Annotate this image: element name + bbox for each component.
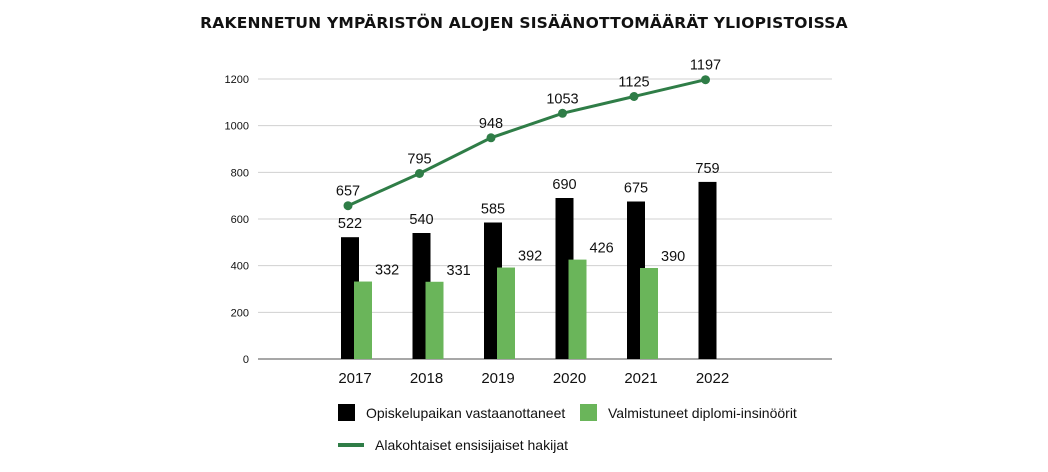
data-label-opiskelupaikan: 522 [338, 216, 362, 232]
point-hakijat [486, 133, 496, 143]
data-label-hakijat: 1125 [618, 75, 649, 91]
data-label-valmistuneet: 426 [590, 241, 614, 257]
point-hakijat [629, 92, 639, 101]
data-label-opiskelupaikan: 759 [695, 161, 719, 177]
data-label-hakijat: 1053 [546, 91, 578, 107]
point-hakijat [701, 75, 710, 85]
bar-valmistuneet [568, 259, 587, 359]
legend-item-valmistuneet: Valmistuneet diplomi-insinöörit [580, 404, 797, 421]
y-tick-label: 200 [231, 307, 249, 319]
x-tick-label: 2018 [410, 370, 443, 387]
data-label-opiskelupaikan: 540 [409, 212, 433, 228]
bar-valmistuneet [354, 281, 372, 359]
legend-item-opiskelupaikan: Opiskelupaikan vastaanottaneet [338, 404, 565, 421]
bar-valmistuneet [640, 268, 658, 359]
legend-swatch-green [580, 404, 597, 421]
legend-label: Alakohtaiset ensisijaiset hakijat [375, 437, 568, 453]
data-label-valmistuneet: 390 [661, 249, 685, 265]
y-tick-label: 1000 [225, 121, 249, 133]
x-tick-label: 2020 [553, 370, 586, 387]
legend-item-hakijat: Alakohtaiset ensisijaiset hakijat [338, 437, 568, 453]
x-tick-label: 2022 [696, 370, 729, 387]
data-label-hakijat: 795 [407, 152, 431, 168]
bar-valmistuneet [497, 267, 515, 359]
bar-opiskelupaikan [698, 181, 717, 359]
legend-label: Valmistuneet diplomi-insinöörit [608, 404, 797, 421]
data-label-hakijat: 1197 [690, 58, 721, 74]
y-tick-label: 800 [231, 167, 249, 179]
x-tick-label: 2021 [624, 370, 657, 387]
bar-valmistuneet [425, 281, 444, 359]
data-label-valmistuneet: 331 [447, 263, 471, 279]
point-hakijat [343, 201, 353, 211]
legend-swatch-line [338, 443, 364, 447]
y-tick-label: 400 [231, 261, 249, 273]
point-hakijat [415, 169, 424, 178]
data-label-hakijat: 657 [336, 184, 360, 200]
data-label-valmistuneet: 392 [518, 249, 542, 265]
data-label-hakijat: 948 [479, 116, 503, 132]
y-tick-label: 600 [231, 214, 249, 226]
x-tick-label: 2019 [481, 370, 514, 387]
data-label-opiskelupaikan: 585 [481, 202, 505, 218]
y-tick-label: 1200 [225, 74, 249, 86]
x-tick-label: 2017 [338, 370, 371, 387]
data-label-valmistuneet: 332 [375, 263, 399, 279]
point-hakijat [558, 108, 567, 118]
line-hakijat [347, 78, 706, 208]
data-label-opiskelupaikan: 690 [552, 177, 576, 193]
chart-title: RAKENNETUN YMPÄRISTÖN ALOJEN SISÄÄNOTTOM… [200, 14, 848, 32]
legend-label: Opiskelupaikan vastaanottaneet [366, 404, 566, 421]
y-tick-label: 0 [243, 354, 249, 366]
legend-swatch-black [338, 404, 355, 421]
data-label-opiskelupaikan: 675 [624, 181, 648, 197]
